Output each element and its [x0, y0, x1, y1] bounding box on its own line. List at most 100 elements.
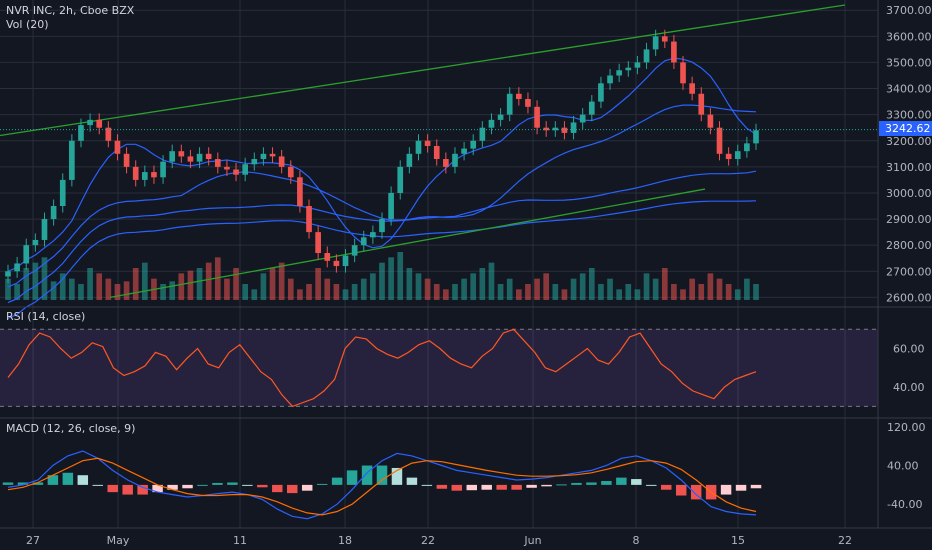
macd-legend[interactable]: MACD (12, 26, close, 9) — [6, 422, 135, 435]
volume-bar — [132, 268, 139, 300]
candle-body — [351, 245, 358, 256]
macd-histogram-bar — [601, 481, 612, 485]
price-pane[interactable] — [0, 4, 878, 319]
rsi-band — [0, 329, 878, 407]
volume-bar — [452, 284, 458, 300]
candle-body — [233, 169, 239, 175]
macd-histogram-bar — [646, 484, 657, 486]
time-tick-label: 11 — [233, 534, 247, 547]
candle-body — [552, 127, 559, 131]
price-tick-label: 3700.00 — [886, 4, 932, 17]
price-tick-label: 2900.00 — [886, 213, 932, 226]
rsi-legend[interactable]: RSI (14, close) — [6, 310, 85, 323]
volume-bar — [342, 289, 349, 300]
candle-body — [306, 206, 312, 233]
volume-bar — [351, 284, 358, 300]
signal-line — [7, 457, 757, 516]
volume-bar — [251, 289, 258, 300]
rsi-axis[interactable]: 60.00 40.00 — [893, 343, 925, 395]
volume-bar — [160, 284, 166, 300]
macd-histogram-bar — [197, 484, 208, 486]
rsi-pane[interactable] — [0, 328, 878, 408]
volume-legend[interactable]: Vol (20) — [6, 18, 49, 31]
macd-histogram-bar — [406, 477, 418, 485]
macd-histogram-bar — [526, 484, 537, 488]
macd-histogram-bar — [496, 484, 507, 490]
symbol-title[interactable]: NVR INC, 2h, Cboe BZX — [6, 4, 135, 17]
macd-histogram-bar — [137, 484, 148, 495]
candle-body — [50, 206, 57, 220]
price-tick-label: 2800.00 — [886, 239, 932, 252]
volume-bar — [652, 278, 659, 300]
volume-bar — [87, 268, 93, 300]
macd-histogram-bar — [272, 484, 283, 493]
macd-histogram-bar — [616, 477, 627, 485]
macd-axis[interactable]: 120.00 40.00 -40.00 — [887, 421, 926, 511]
volume-bar — [561, 289, 568, 300]
candle-body — [324, 253, 331, 261]
candle-body — [260, 153, 267, 160]
volume-bar — [734, 289, 741, 300]
candle-body — [707, 114, 714, 128]
macd-histogram-bar — [301, 484, 313, 491]
macd-histogram-bar — [47, 475, 59, 485]
macd-histogram-bar — [690, 484, 702, 500]
moving-average-line — [7, 57, 757, 272]
candle-body — [59, 179, 66, 207]
volume-bar — [634, 289, 641, 300]
last-price-label: 3242.62 — [885, 122, 931, 135]
candle-body — [561, 127, 568, 133]
candle-body — [570, 122, 577, 133]
macd-histogram-bar — [107, 484, 118, 493]
price-tick-label: 2600.00 — [886, 291, 932, 304]
time-tick-label: 22 — [838, 534, 852, 547]
lower-trendline — [109, 188, 706, 299]
macd-histogram-bar — [17, 482, 29, 485]
volume-bar — [114, 284, 121, 300]
macd-pane[interactable] — [2, 450, 762, 520]
candle-body — [598, 83, 604, 102]
price-axis[interactable]: 3700.00 3600.00 3500.00 3400.00 3300.00 3200.… — [886, 4, 932, 304]
rsi-line — [7, 328, 757, 408]
volume-bar — [5, 278, 11, 300]
volume-bar — [525, 284, 531, 300]
volume-bar — [287, 278, 294, 300]
volume-bar — [78, 284, 84, 300]
candle-body — [734, 151, 741, 160]
volume-bar — [69, 278, 75, 300]
macd-histogram-bar — [631, 479, 642, 485]
price-tick-label: 3400.00 — [886, 83, 932, 96]
candle-body — [205, 153, 212, 160]
candle-body — [661, 36, 668, 42]
macd-histogram-bar — [556, 484, 567, 486]
price-tick-label: 3600.00 — [886, 30, 932, 43]
volume-bar — [333, 284, 340, 300]
candle-body — [187, 156, 194, 162]
candle-body — [543, 127, 550, 131]
volume-bar — [598, 284, 604, 300]
candle-body — [616, 70, 622, 76]
time-tick-label: Jun — [523, 534, 541, 547]
candle-body — [379, 219, 385, 233]
volume-bar — [169, 281, 176, 300]
volume-bar — [50, 281, 57, 300]
volume-bar — [725, 284, 732, 300]
time-axis[interactable]: 27 May 11 18 22 Jun 8 15 22 — [26, 534, 852, 547]
volume-bar — [707, 273, 714, 300]
macd-histogram-bar — [661, 484, 672, 490]
volume-bar — [516, 289, 522, 300]
candle-body — [123, 153, 130, 167]
macd-histogram-bar — [287, 484, 298, 494]
time-tick-label: 15 — [731, 534, 745, 547]
volume-bar — [306, 284, 312, 300]
volume-bar — [671, 284, 677, 300]
volume-bar — [716, 278, 723, 300]
macd-histogram-bar — [481, 484, 492, 490]
candle-body — [78, 125, 84, 141]
time-tick-label: May — [107, 534, 130, 547]
candle-body — [506, 93, 513, 115]
candle-body — [114, 140, 121, 154]
candle-body — [525, 98, 531, 107]
candle-body — [224, 166, 230, 170]
candle-body — [87, 119, 93, 126]
